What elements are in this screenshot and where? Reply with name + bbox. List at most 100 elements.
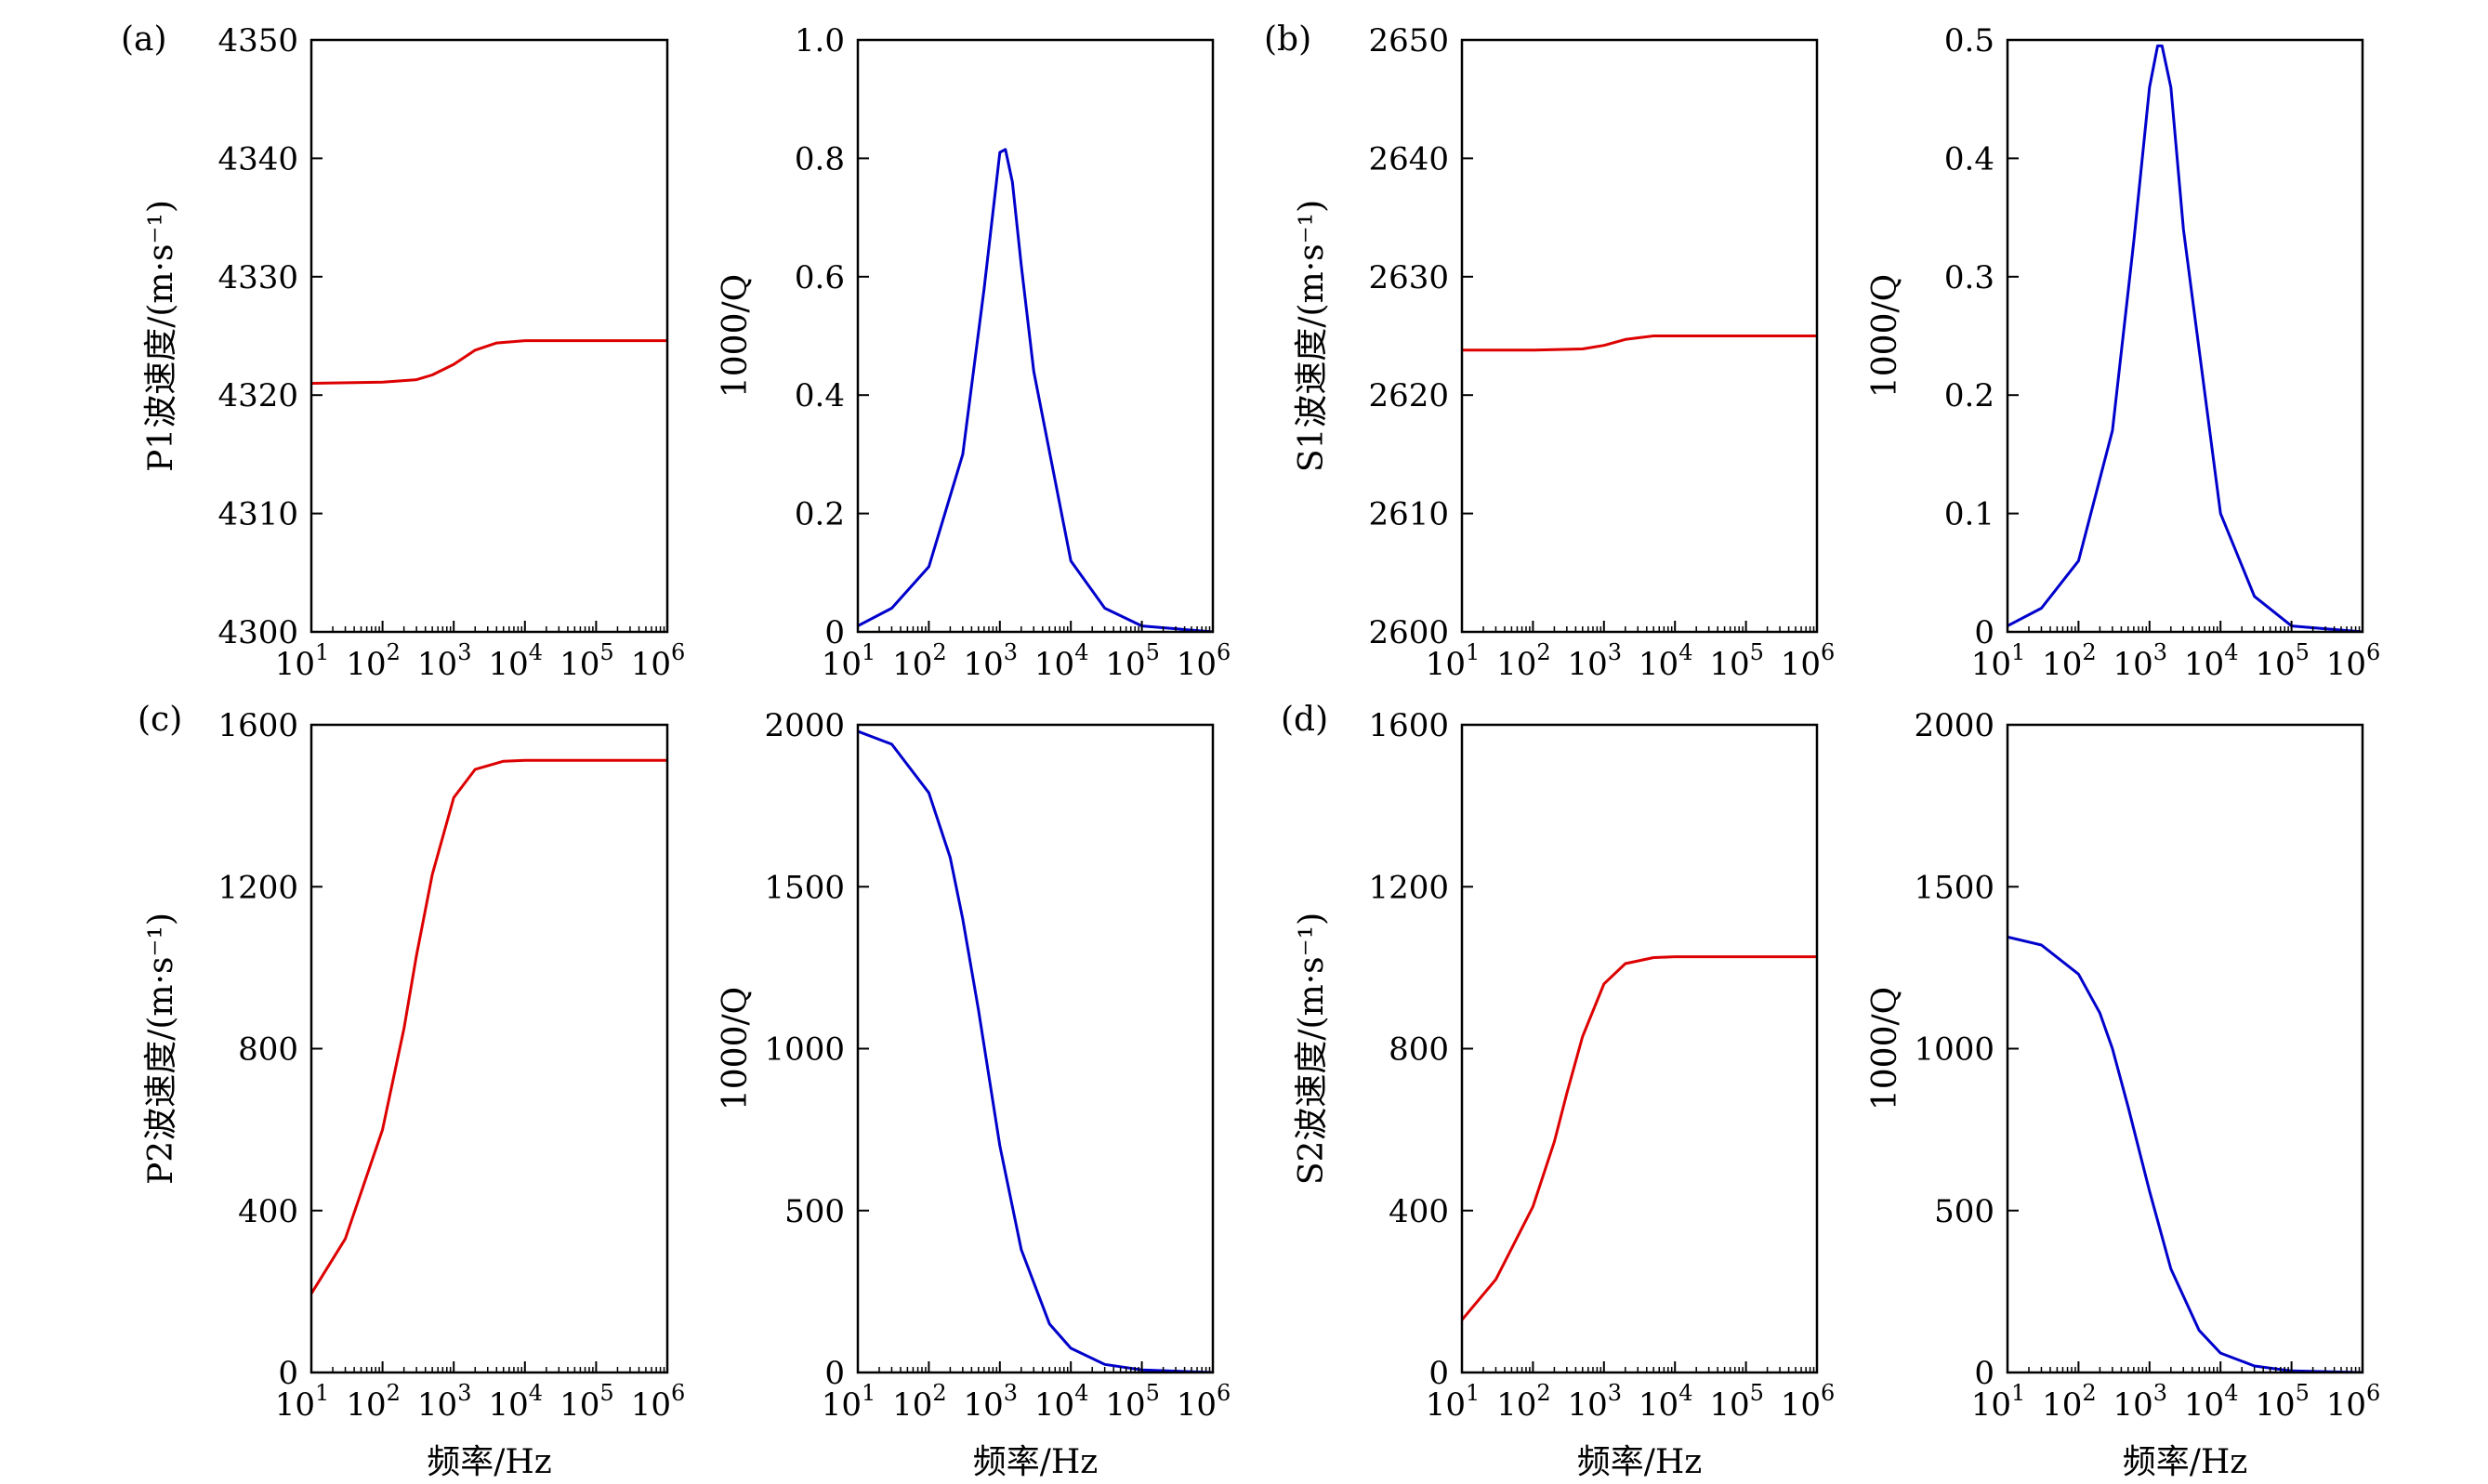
plot-frame [309, 723, 669, 1374]
y-axis-title: S2波速度/(m·s⁻¹) [1293, 913, 1331, 1185]
series-line-p1-attenuation [858, 148, 1213, 632]
y-tick-label: 1600 [217, 707, 298, 744]
x-tick-label: 102 [1496, 639, 1551, 683]
y-tick-label: 4300 [217, 614, 298, 651]
chart-6: 0 500 1000 1500 2000 101 102 103 104 105 106 1000/Q… [717, 707, 1231, 1481]
y-tick-label: 2640 [1368, 140, 1449, 177]
series-line-p2-attenuation [858, 729, 1213, 1372]
y-tick-label: 0 [278, 1355, 298, 1392]
y-axis-title: 1000/Q [1866, 274, 1904, 398]
y-tick-label: 0.4 [1944, 140, 1994, 177]
x-tick-label: 103 [1568, 639, 1623, 683]
x-tick-label: 104 [2184, 1380, 2239, 1424]
y-axis-title: S1波速度/(m·s⁻¹) [1293, 200, 1331, 472]
y-tick-label: 0 [824, 1355, 845, 1392]
series-line-s1-attenuation [2008, 44, 2363, 632]
y-tick-label: 500 [1934, 1193, 1994, 1230]
charts: 4300 4310 4320 4330 4340 4350 101 102 103 104 105 1… [142, 22, 2380, 1481]
y-tick-label: 0 [1974, 614, 1994, 651]
x-tick-label: 103 [2113, 1380, 2168, 1424]
y-axis-title: 1000/Q [717, 274, 755, 398]
series-line-s2-attenuation [2008, 935, 2363, 1372]
chart-3: 2600 2610 2620 2630 2640 2650 101 102 103 104 105 1… [1293, 22, 1835, 683]
y-tick-label: 4320 [217, 377, 298, 414]
chart-7: 0 400 800 1200 1600 101 102 103 104 105 106 S2波速度/(… [1293, 707, 1835, 1481]
x-axis-title: 频率/Hz [427, 1443, 552, 1481]
y-tick-label: 400 [1389, 1193, 1449, 1230]
y-tick-label: 0 [1974, 1355, 1994, 1392]
y-tick-label: 2600 [1368, 614, 1449, 651]
plot-frame [1460, 723, 1819, 1374]
x-tick-label: 101 [1971, 1380, 2026, 1424]
y-tick-label: 2650 [1368, 22, 1449, 59]
x-tick-label: 104 [1639, 639, 1693, 683]
x-tick-label: 103 [417, 1380, 472, 1424]
x-tick-label: 106 [1177, 639, 1231, 683]
series-line-s2-velocity [1462, 955, 1817, 1321]
chart-5: 0 400 800 1200 1600 101 102 103 104 105 106 P2波速度/(… [142, 707, 685, 1481]
x-tick-label: 102 [346, 1380, 401, 1424]
plot-frame [2006, 723, 2364, 1374]
panel-label-b: (b) [1264, 20, 1311, 59]
x-tick-label: 101 [275, 639, 330, 683]
x-tick-label: 105 [1709, 1380, 1764, 1424]
y-tick-label: 1000 [1914, 1031, 1994, 1069]
y-tick-label: 0.3 [1944, 259, 1994, 296]
chart-1: 4300 4310 4320 4330 4340 4350 101 102 103 104 105 1… [142, 22, 685, 683]
chart-8: 0 500 1000 1500 2000 101 102 103 104 105 106 1000/Q… [1866, 707, 2380, 1481]
x-tick-label: 106 [1781, 639, 1836, 683]
x-tick-label: 101 [822, 639, 876, 683]
x-tick-label: 104 [1034, 639, 1089, 683]
y-axis-title: 1000/Q [1866, 987, 1904, 1110]
series-line-p2-velocity [311, 758, 667, 1294]
y-tick-label: 0 [1428, 1355, 1449, 1392]
y-tick-label: 0.6 [795, 259, 845, 296]
y-axis-title: P1波速度/(m·s⁻¹) [142, 200, 180, 472]
y-tick-label: 0.2 [1944, 377, 1994, 414]
x-tick-label: 102 [2042, 639, 2097, 683]
panel-label-c: (c) [138, 701, 182, 739]
y-tick-label: 1200 [217, 869, 298, 906]
x-tick-label: 104 [2184, 639, 2239, 683]
x-axis-title: 频率/Hz [973, 1443, 1099, 1481]
y-tick-label: 1200 [1368, 869, 1449, 906]
x-tick-label: 106 [1177, 1380, 1231, 1424]
y-tick-label: 0.8 [795, 140, 845, 177]
y-tick-label: 4310 [217, 496, 298, 533]
plot-frame [856, 38, 1215, 634]
x-tick-label: 101 [275, 1380, 330, 1424]
x-tick-label: 105 [2255, 639, 2310, 683]
x-tick-label: 102 [892, 1380, 947, 1424]
x-tick-label: 103 [964, 1380, 1019, 1424]
y-tick-label: 1600 [1368, 707, 1449, 744]
y-tick-label: 2610 [1368, 496, 1449, 533]
plot-frame [856, 723, 1215, 1374]
x-tick-label: 105 [1709, 639, 1764, 683]
x-tick-label: 102 [346, 639, 401, 683]
y-tick-label: 1500 [1914, 869, 1994, 906]
x-tick-label: 101 [1426, 639, 1481, 683]
y-tick-label: 4340 [217, 140, 298, 177]
y-tick-label: 1000 [764, 1031, 845, 1069]
plot-frame [2006, 38, 2364, 634]
x-axis-title: 频率/Hz [1577, 1443, 1703, 1481]
x-tick-label: 104 [1034, 1380, 1089, 1424]
x-tick-label: 106 [631, 639, 686, 683]
panel-label-d: (d) [1281, 701, 1328, 739]
x-tick-label: 103 [1568, 1380, 1623, 1424]
x-tick-label: 106 [631, 1380, 686, 1424]
x-tick-label: 102 [2042, 1380, 2097, 1424]
chart-2: 0 0.2 0.4 0.6 0.8 1.0 101 102 103 104 105 106 1000/Q [717, 22, 1231, 683]
panel-labels: (a) (b) (c) (d) [121, 20, 1328, 739]
x-tick-label: 105 [1105, 639, 1160, 683]
y-tick-label: 2000 [1914, 707, 1994, 744]
y-tick-label: 1.0 [795, 22, 845, 59]
y-tick-label: 4330 [217, 259, 298, 296]
y-axis-title: P2波速度/(m·s⁻¹) [142, 913, 180, 1185]
x-tick-label: 101 [1426, 1380, 1481, 1424]
plot-frame [1460, 38, 1819, 634]
x-tick-label: 106 [1781, 1380, 1836, 1424]
series-line-s1-velocity [1462, 335, 1817, 352]
y-tick-label: 2000 [764, 707, 845, 744]
x-tick-label: 105 [1105, 1380, 1160, 1424]
